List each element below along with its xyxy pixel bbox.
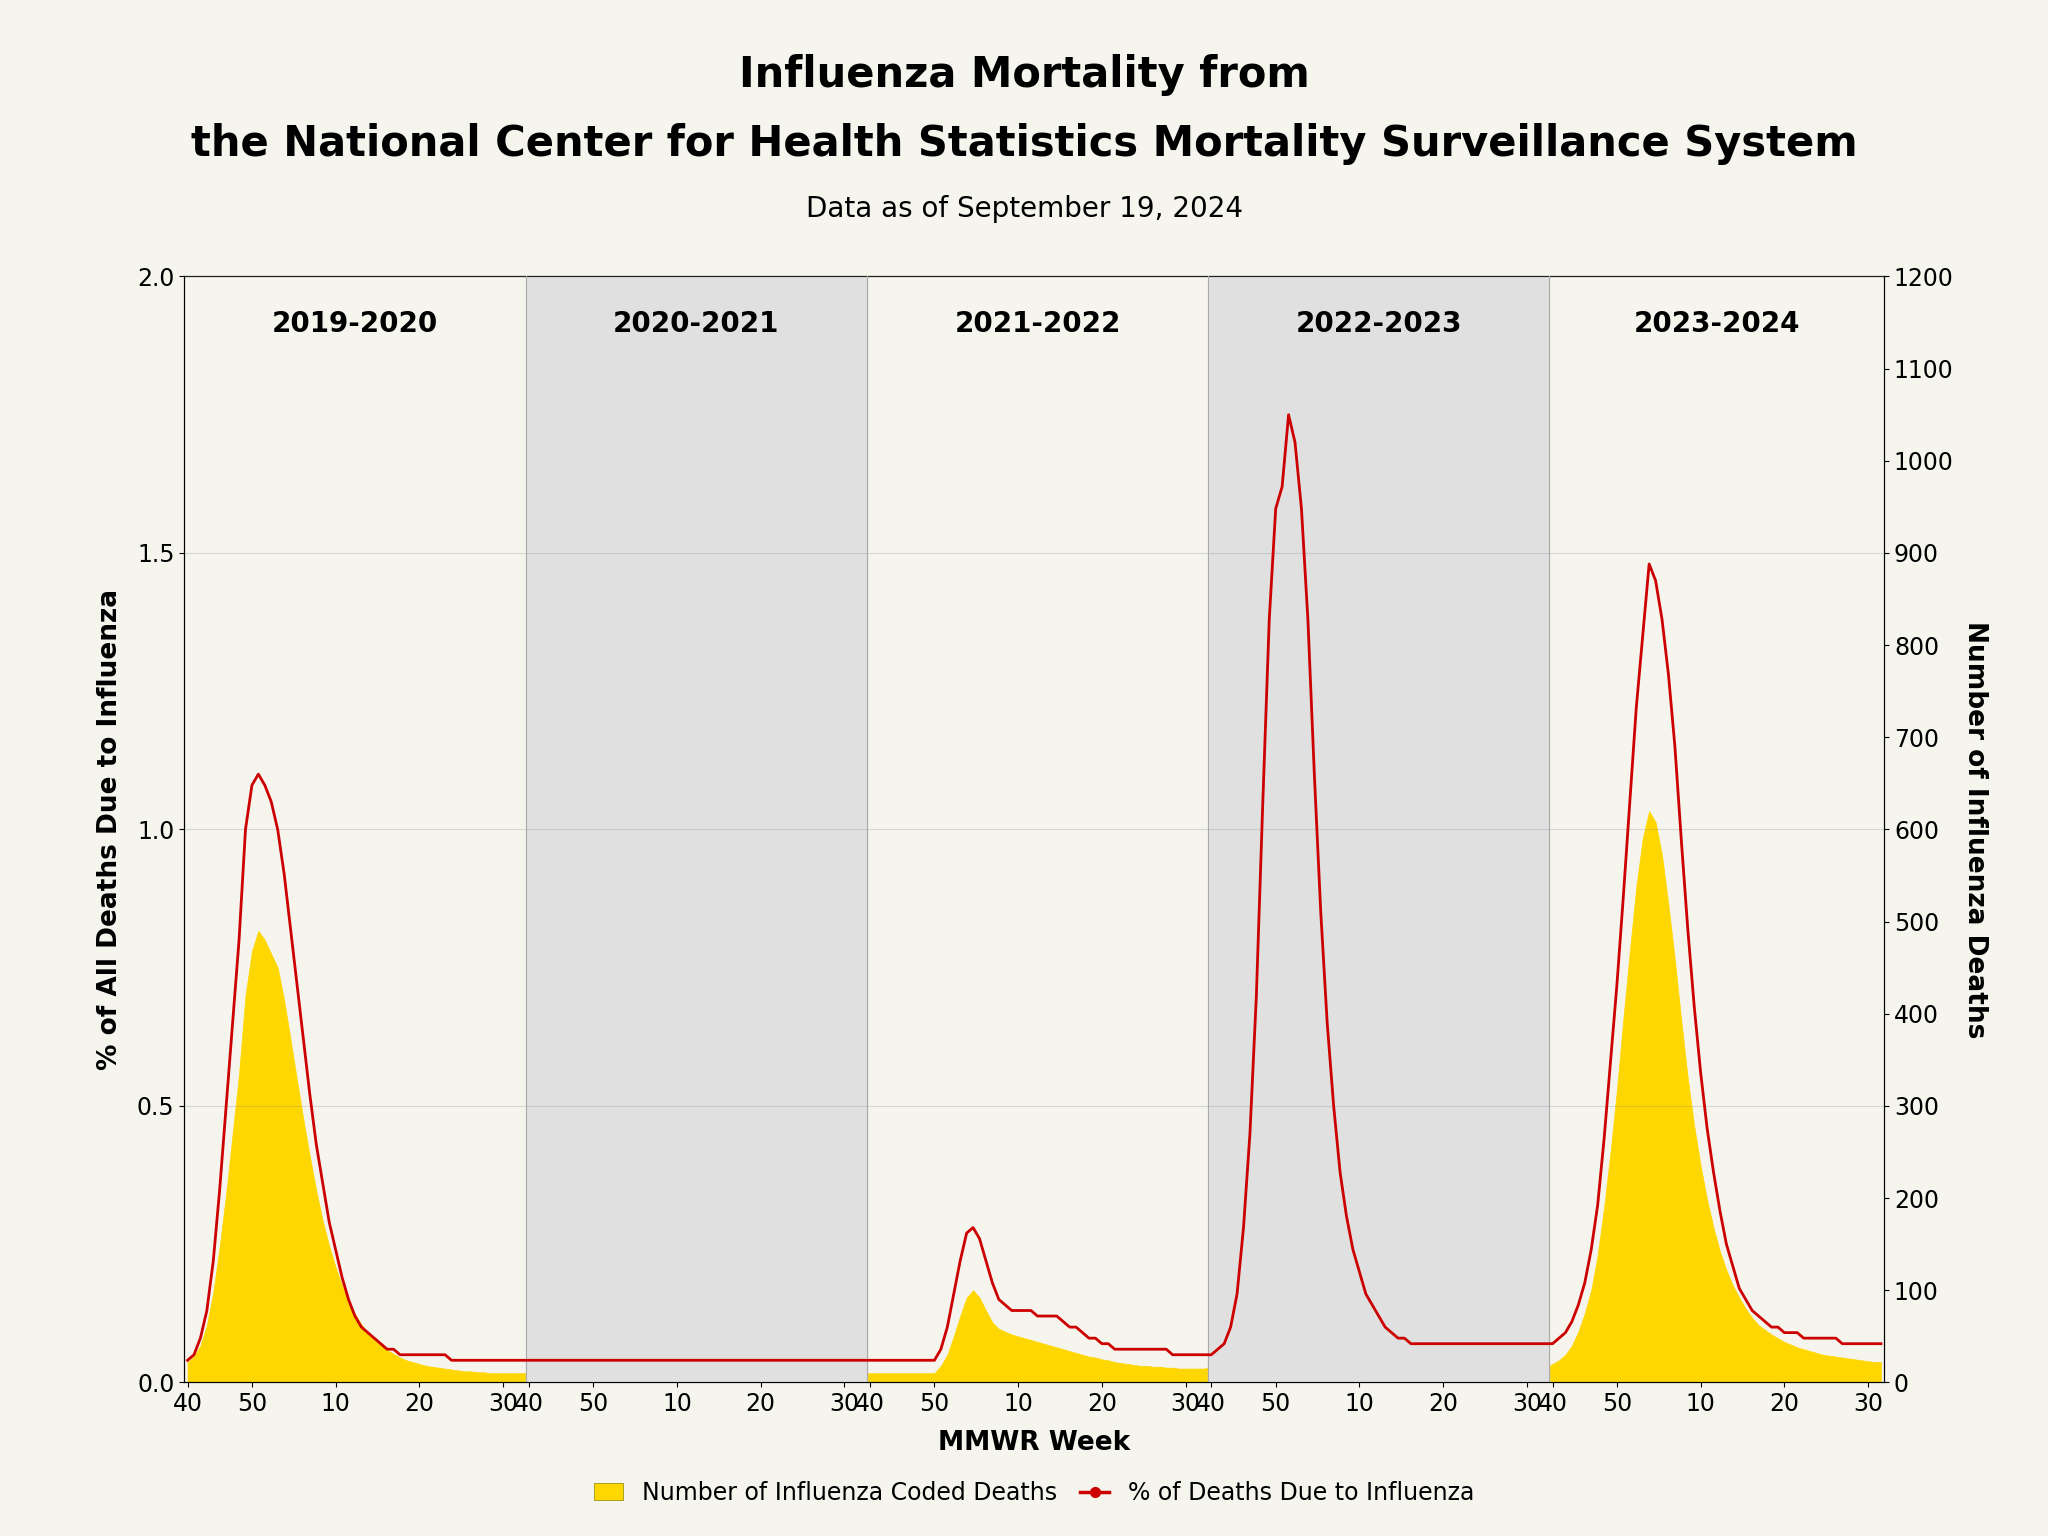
Text: 2021-2022: 2021-2022	[954, 310, 1120, 338]
Bar	[526, 276, 866, 1382]
X-axis label: MMWR Week: MMWR Week	[938, 1430, 1130, 1456]
Y-axis label: % of All Deaths Due to Influenza: % of All Deaths Due to Influenza	[96, 588, 123, 1071]
Text: 2022-2023: 2022-2023	[1296, 310, 1462, 338]
Bar	[1208, 276, 1550, 1382]
Text: 2020-2021: 2020-2021	[612, 310, 780, 338]
Text: the National Center for Health Statistics Mortality Surveillance System: the National Center for Health Statistic…	[190, 123, 1858, 164]
Legend: Number of Influenza Coded Deaths, % of Deaths Due to Influenza: Number of Influenza Coded Deaths, % of D…	[586, 1471, 1483, 1514]
Text: Influenza Mortality from: Influenza Mortality from	[739, 54, 1309, 95]
Text: 2023-2024: 2023-2024	[1634, 310, 1800, 338]
Text: Data as of September 19, 2024: Data as of September 19, 2024	[805, 195, 1243, 223]
Text: 2019-2020: 2019-2020	[272, 310, 438, 338]
Y-axis label: Number of Influenza Deaths: Number of Influenza Deaths	[1962, 621, 1989, 1038]
